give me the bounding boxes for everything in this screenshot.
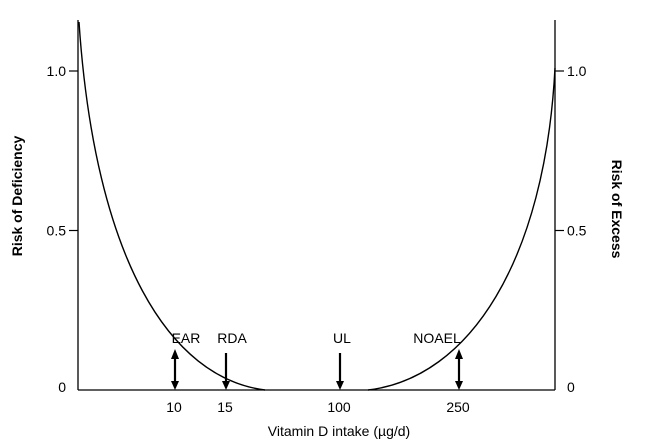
x-tick-label: 15 [217,399,233,415]
axes: 0 0 0.5 0.5 1.0 1.0 10 15 100 250 [47,20,587,415]
curves [78,21,556,391]
arrowhead-down [222,381,230,390]
deficiency-risk-curve [78,21,266,391]
markers: EAR RDA UL NOAEL [171,330,463,390]
x-axis-title: Vitamin D intake (µg/d) [268,423,410,439]
marker-ul: UL [333,330,351,390]
x-tick-label: 100 [327,399,351,415]
x-tick-label: 10 [166,399,182,415]
marker-label: RDA [217,330,247,346]
right-axis-title: Risk of Excess [609,160,625,259]
marker-ear: EAR [171,330,200,390]
left-axis-title: Risk of Deficiency [9,135,25,256]
right-ytick-label: 1.0 [567,63,587,79]
left-ytick-label: 0 [58,379,66,395]
arrowhead-down [455,381,463,390]
left-ytick-label: 0.5 [47,223,67,239]
excess-risk-curve [367,67,556,391]
marker-noael: NOAEL [413,330,463,390]
x-tick-label: 250 [446,399,470,415]
right-ytick-label: 0.5 [567,223,587,239]
marker-label: NOAEL [413,330,461,346]
marker-label: UL [333,330,351,346]
arrowhead-up [455,349,463,359]
right-ytick-label: 0 [567,379,575,395]
left-ytick-label: 1.0 [47,63,67,79]
arrowhead-down [171,381,179,390]
arrowhead-up [171,349,179,359]
marker-label: EAR [172,330,201,346]
marker-rda: RDA [217,330,247,390]
arrowhead-down [336,381,344,390]
